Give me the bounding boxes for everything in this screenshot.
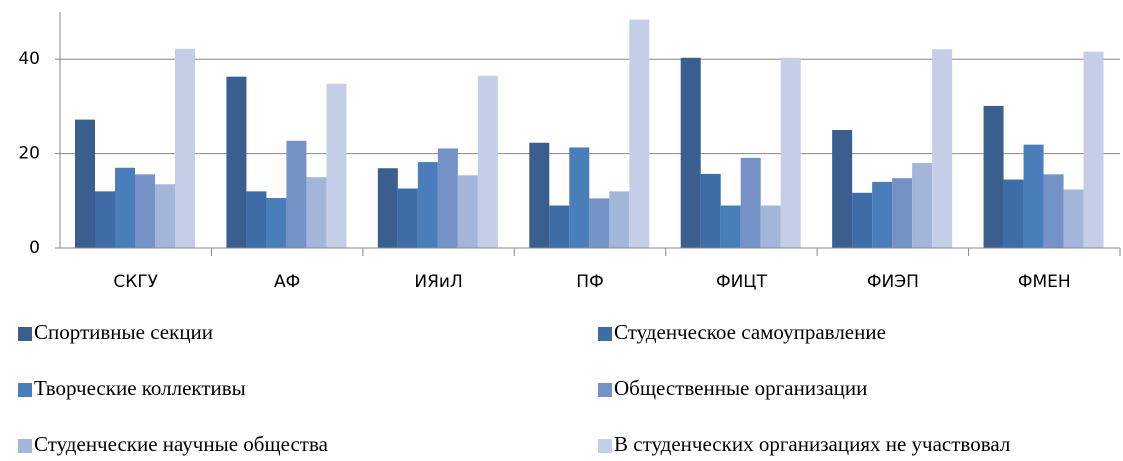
bar — [75, 119, 95, 248]
bar — [983, 105, 1004, 248]
legend-swatch — [598, 439, 612, 453]
legend-swatch — [18, 383, 32, 397]
bar — [720, 205, 741, 248]
bar — [680, 57, 701, 249]
x-tick-label: АФ — [274, 272, 300, 292]
bar — [1003, 179, 1024, 248]
legend-label: Студенческое самоуправление — [614, 320, 886, 344]
bar — [457, 175, 478, 248]
bar — [1083, 51, 1104, 249]
bar — [1043, 174, 1064, 248]
bar — [437, 148, 458, 248]
bar — [892, 178, 913, 248]
bar — [95, 191, 115, 248]
legend-label: Спортивные секции — [34, 320, 213, 344]
bar — [155, 184, 175, 248]
bar — [569, 147, 590, 248]
bar — [1023, 144, 1044, 248]
bar — [175, 48, 195, 249]
bar — [266, 197, 287, 248]
bar — [326, 83, 347, 248]
legend-label: В студенческих организациях не участвова… — [614, 432, 1010, 456]
legend-label: Студенческие научные общества — [34, 432, 329, 456]
bar — [477, 75, 498, 248]
bar — [135, 174, 155, 248]
x-tick-label: ПФ — [576, 272, 603, 292]
bar — [397, 188, 418, 248]
x-tick-label: ФИЭП — [867, 272, 919, 292]
bar — [549, 205, 570, 248]
bar — [529, 142, 550, 248]
bar — [226, 76, 247, 248]
bar — [609, 191, 630, 248]
bar — [377, 168, 398, 248]
bar — [589, 198, 610, 248]
x-tick-label: ФМЕН — [1018, 272, 1071, 292]
x-tick-label: ФИЦТ — [716, 272, 768, 292]
x-tick-label: СКГУ — [113, 272, 158, 292]
bar — [286, 140, 307, 248]
bar — [852, 192, 873, 248]
bar — [912, 163, 933, 248]
bar — [417, 162, 438, 248]
y-tick-label: 40 — [18, 49, 40, 69]
bar — [246, 191, 267, 248]
bar — [760, 205, 781, 248]
bar — [832, 130, 853, 248]
bar — [629, 19, 650, 248]
bar — [780, 57, 801, 249]
bar — [872, 181, 893, 248]
bar — [740, 157, 761, 248]
legend-swatch — [18, 327, 32, 341]
bar — [700, 173, 721, 248]
bar — [306, 177, 327, 248]
bar — [932, 49, 953, 249]
legend-swatch — [598, 327, 612, 341]
legend-label: Общественные организации — [614, 376, 867, 400]
legend-label: Творческие коллективы — [34, 376, 246, 400]
bar — [1063, 189, 1084, 248]
y-tick-label: 20 — [18, 144, 40, 164]
y-tick-label: 0 — [29, 238, 40, 258]
legend-swatch — [18, 439, 32, 453]
x-tick-label: ИЯиЛ — [414, 272, 462, 292]
legend-swatch — [598, 383, 612, 397]
bar — [115, 167, 135, 248]
